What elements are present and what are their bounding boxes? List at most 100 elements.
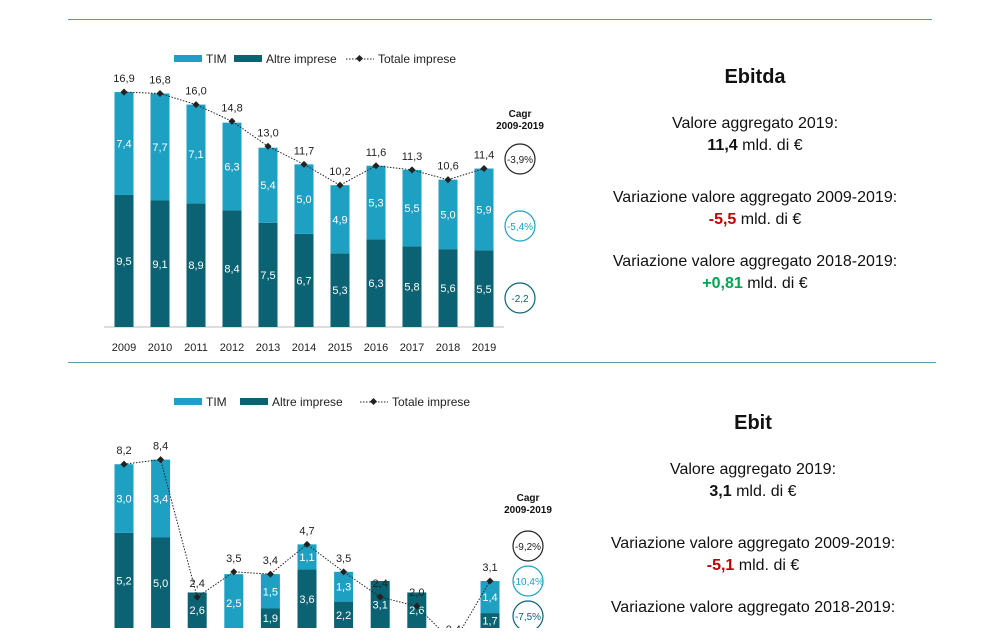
legend-totale-label: Totale imprese	[392, 395, 470, 409]
bar-tim-2017	[402, 169, 422, 247]
x-tick-2010: 2010	[148, 342, 172, 354]
label-altre-2018: 0,7	[446, 627, 461, 628]
ebitda-agg-label: Valore aggregato 2019:	[671, 115, 839, 132]
x-tick-2016: 2016	[364, 342, 388, 354]
label-altre-2019: 5,5	[476, 284, 491, 296]
bar-altre-2009	[114, 194, 134, 327]
bar-tim-2012	[224, 574, 244, 628]
label-tim-2014: 5,0	[296, 194, 311, 206]
ebitda-var2-value: +0,81	[702, 275, 743, 292]
ebit-var2-label: Variazione valore aggregato 2018-2019:	[610, 599, 896, 616]
label-tim-2019: 1,4	[482, 592, 497, 604]
totale-point-2017	[413, 602, 421, 610]
totale-point-2019	[486, 577, 494, 585]
x-tick-2015: 2015	[328, 342, 352, 354]
totale-label-2012: 3,5	[226, 553, 241, 565]
bar-tim-2010	[151, 459, 171, 538]
label-tim-2013: 5,4	[260, 180, 275, 192]
bar-altre-2013	[260, 608, 280, 628]
label-altre-2015: 2,2	[336, 610, 351, 622]
totale-label-2013: 3,4	[263, 555, 278, 567]
bar-tim-2013	[258, 147, 278, 223]
totale-label-2015: 3,5	[336, 553, 351, 565]
label-tim-2015: 1,3	[336, 582, 351, 594]
bar-tim-2016	[366, 165, 386, 240]
label-tim-2009: 3,0	[116, 494, 131, 506]
bar-altre-2016	[366, 239, 386, 327]
label-altre-2013: 1,9	[263, 613, 278, 625]
label-altre-2014: 3,6	[299, 594, 314, 606]
totale-point-2013	[264, 142, 272, 150]
ebit-agg-label: Valore aggregato 2019:	[669, 461, 837, 478]
ebitda-var1-value: -5,5	[708, 211, 737, 228]
ebitda-aggregate: Valore aggregato 2019: 11,4 mld. di €	[590, 113, 920, 157]
bar-altre-2017	[402, 246, 422, 327]
totale-point-2011	[193, 593, 201, 601]
label-tim-2016: 5,3	[368, 198, 383, 210]
x-tick-2017: 2017	[400, 342, 424, 354]
cagr-totale-value: -9,2%	[515, 542, 541, 553]
cagr-title: Cagr	[509, 109, 532, 120]
legend-tim-swatch	[174, 55, 202, 62]
cagr-totale-circle	[512, 530, 544, 562]
label-tim-2018: 5,0	[440, 209, 455, 221]
cagr-altre-value: -7,5%	[515, 612, 541, 623]
x-tick-2009: 2009	[112, 342, 136, 354]
totale-point-2016	[376, 593, 384, 601]
ebit-chart: TIM Altre imprese Totale imprese 5,2 3,0 5,0 3…	[114, 395, 552, 628]
totale-point-2014	[303, 540, 311, 548]
bar-altre-2017	[407, 592, 427, 628]
totale-label-2015: 10,2	[329, 166, 350, 178]
label-tim-2011: 2,6	[190, 605, 205, 617]
label-altre-2009: 5,2	[116, 575, 131, 587]
bar-altre-2019	[480, 613, 500, 628]
legend-altre-swatch	[234, 55, 262, 62]
ebit-var-2018-2019: Variazione valore aggregato 2018-2019:	[588, 597, 918, 619]
totale-label-2017: 11,3	[402, 151, 423, 163]
cagr-altre-value: -2,2	[511, 294, 529, 305]
bar-altre-2015	[330, 253, 350, 327]
bar-altre-2010	[151, 537, 171, 628]
ebitda-var1-label: Variazione valore aggregato 2009-2019:	[612, 189, 898, 206]
totale-label-2011: 2,4	[190, 578, 205, 590]
bar-tim-2012	[222, 122, 242, 211]
ebit-info: Ebit Valore aggregato 2019: 3,1 mld. di …	[588, 412, 918, 639]
bar-tim-2009	[114, 92, 134, 195]
totale-point-2012	[228, 117, 236, 125]
label-tim-2019: 5,9	[476, 205, 491, 217]
totale-label-2010: 8,4	[153, 441, 168, 453]
bar-tim-2011	[186, 104, 206, 204]
totale-point-2013	[266, 570, 274, 578]
middle-divider	[68, 362, 936, 363]
x-tick-2012: 2012	[220, 342, 244, 354]
ebit-var1-label: Variazione valore aggregato 2009-2019:	[610, 535, 896, 552]
legend-altre-label: Altre imprese	[272, 395, 343, 409]
bar-tim-2019	[474, 168, 494, 251]
label-altre-2013: 7,5	[260, 270, 275, 282]
bar-tim-2015	[334, 571, 354, 602]
label-altre-2012: 8,4	[224, 264, 239, 276]
top-divider	[68, 19, 932, 20]
label-tim-2012: 6,3	[224, 161, 239, 173]
cagr-period: 2009-2019	[504, 505, 552, 516]
totale-point-2014	[300, 160, 308, 168]
legend-tim-label: TIM	[206, 395, 227, 409]
label-altre-2010: 9,1	[152, 259, 167, 271]
cagr-tim-value: -5,4%	[507, 222, 533, 233]
bar-altre-2019	[474, 250, 494, 327]
totale-point-2016	[372, 162, 380, 170]
legend-tim-swatch	[174, 398, 202, 405]
bar-altre-2010	[150, 200, 170, 327]
totale-line	[123, 91, 485, 186]
label-altre-2017: 2,6	[409, 605, 424, 617]
x-tick-2013: 2013	[256, 342, 280, 354]
bar-tim-2018	[438, 179, 458, 250]
ebit-var-2009-2019: Variazione valore aggregato 2009-2019: -…	[588, 533, 918, 577]
x-tick-2018: 2018	[436, 342, 460, 354]
ebitda-var2-unit: mld. di €	[742, 275, 808, 292]
bar-altre-2016	[370, 581, 390, 628]
label-altre-2017: 5,8	[404, 282, 419, 294]
bar-altre-2009	[114, 532, 134, 628]
label-tim-2014: 1,1	[299, 552, 314, 564]
totale-label-2011: 16,0	[185, 86, 206, 98]
